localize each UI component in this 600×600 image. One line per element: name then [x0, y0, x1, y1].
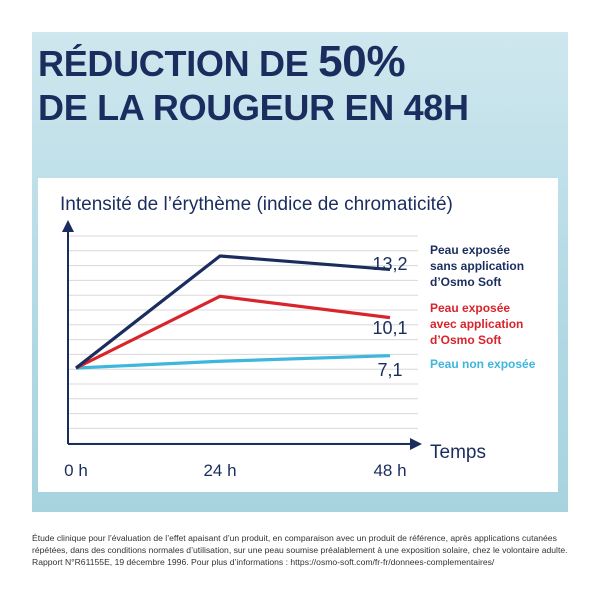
x-tick-label: 24 h	[203, 461, 236, 480]
legend-entry-line: sans application	[430, 259, 525, 273]
data-label: 13,2	[372, 254, 407, 274]
legend-entry-line: Peau exposée	[430, 243, 511, 257]
x-tick-label: 0 h	[64, 461, 88, 480]
x-axis-arrow	[410, 438, 422, 450]
headline-percent: 50%	[318, 37, 406, 86]
footnote: Étude clinique pour l’évaluation de l’ef…	[32, 533, 568, 567]
legend-entry: Peau exposée sans application d’Osmo Soft	[430, 242, 558, 290]
x-tick-label: 48 h	[373, 461, 406, 480]
chart-card: Intensité de l’érythème (indice de chrom…	[38, 178, 558, 492]
chart-title: Intensité de l’érythème (indice de chrom…	[60, 194, 453, 215]
line-chart: 0 h 24 h 48 h Temps 13,2 10,1 7,1	[62, 220, 486, 480]
series-line	[75, 254, 391, 370]
legend-entry: Peau non exposée	[430, 356, 558, 372]
legend-entry-line: Peau exposée	[430, 301, 511, 315]
legend-entry-line: d’Osmo Soft	[430, 333, 502, 347]
headline: RÉDUCTION DE 50% DE LA ROUGEUR EN 48H	[38, 40, 518, 130]
x-axis-label: Temps	[430, 442, 486, 463]
legend-entry: Peau exposée avec application d’Osmo Soft	[430, 300, 558, 348]
headline-line-1: RÉDUCTION DE 50%	[38, 40, 518, 86]
headline-line-2: DE LA ROUGEUR EN 48H	[38, 87, 469, 128]
legend-entry-line: avec application	[430, 317, 524, 331]
y-axis-arrow	[62, 220, 74, 232]
series-line	[75, 294, 391, 370]
legend-entry-line: d’Osmo Soft	[430, 275, 502, 289]
data-label: 10,1	[372, 318, 407, 338]
headline-prefix: RÉDUCTION DE	[38, 43, 319, 84]
data-label: 7,1	[377, 360, 402, 380]
series-line	[75, 354, 391, 370]
legend-entry-line: Peau non exposée	[430, 357, 536, 371]
